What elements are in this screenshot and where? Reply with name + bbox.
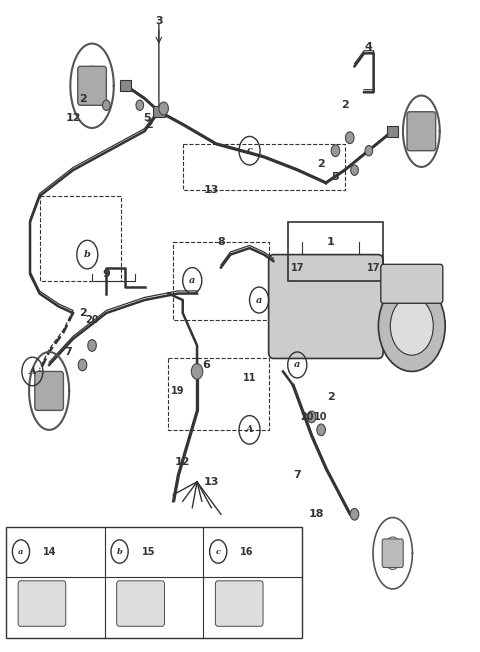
Circle shape	[192, 364, 203, 379]
Text: 14: 14	[43, 546, 56, 557]
FancyBboxPatch shape	[18, 581, 66, 627]
Text: 20: 20	[300, 412, 313, 422]
Bar	[6, 527, 302, 638]
Text: 19: 19	[171, 386, 185, 396]
Text: 2: 2	[145, 120, 153, 130]
Circle shape	[378, 280, 445, 372]
Circle shape	[365, 145, 372, 156]
Text: 17: 17	[290, 263, 304, 273]
Text: 20: 20	[85, 314, 99, 325]
FancyBboxPatch shape	[35, 372, 63, 410]
Circle shape	[88, 340, 96, 351]
Text: 7: 7	[293, 470, 301, 481]
Text: 2: 2	[327, 393, 335, 402]
Text: 12: 12	[65, 113, 81, 123]
Text: c: c	[247, 146, 252, 155]
Text: 4: 4	[365, 42, 373, 52]
Text: 2: 2	[79, 94, 86, 104]
Text: A: A	[29, 367, 36, 376]
Text: 2: 2	[341, 100, 349, 110]
Text: a: a	[189, 276, 195, 285]
Text: 13: 13	[204, 477, 219, 487]
Text: a: a	[18, 548, 24, 556]
FancyBboxPatch shape	[407, 111, 436, 151]
FancyBboxPatch shape	[269, 254, 383, 359]
Circle shape	[331, 145, 340, 156]
Text: 7: 7	[64, 347, 72, 357]
Text: a: a	[294, 361, 300, 370]
Text: 15: 15	[142, 546, 155, 557]
Circle shape	[136, 100, 144, 110]
Text: 16: 16	[240, 546, 253, 557]
Circle shape	[351, 165, 359, 175]
Text: A: A	[246, 425, 253, 434]
Circle shape	[390, 297, 433, 355]
Text: 5: 5	[332, 171, 339, 182]
Circle shape	[346, 132, 354, 143]
Text: 11: 11	[243, 373, 256, 383]
Circle shape	[103, 100, 110, 110]
Text: 1: 1	[327, 237, 335, 246]
Text: 5: 5	[143, 113, 151, 123]
FancyBboxPatch shape	[78, 67, 107, 105]
FancyBboxPatch shape	[216, 581, 263, 627]
Text: 17: 17	[367, 263, 380, 273]
FancyBboxPatch shape	[381, 264, 443, 303]
Circle shape	[317, 424, 325, 436]
Text: 13: 13	[204, 185, 219, 195]
Circle shape	[159, 102, 168, 115]
Text: a: a	[256, 295, 262, 304]
Text: b: b	[117, 548, 122, 556]
Text: 9: 9	[102, 269, 110, 279]
Text: 2: 2	[79, 308, 86, 318]
Circle shape	[78, 359, 87, 371]
Bar	[120, 80, 131, 91]
Text: 18: 18	[309, 509, 324, 519]
Text: 2: 2	[317, 158, 325, 169]
Text: 8: 8	[217, 237, 225, 246]
Circle shape	[350, 509, 359, 520]
Bar	[153, 106, 165, 117]
Text: 10: 10	[314, 412, 328, 422]
Text: 6: 6	[203, 360, 211, 370]
FancyBboxPatch shape	[117, 581, 165, 627]
Text: 3: 3	[155, 16, 163, 26]
Circle shape	[307, 411, 316, 422]
Text: c: c	[216, 548, 221, 556]
Bar	[387, 126, 398, 137]
Text: b: b	[84, 250, 91, 259]
FancyBboxPatch shape	[382, 539, 403, 567]
Text: 12: 12	[175, 457, 191, 467]
